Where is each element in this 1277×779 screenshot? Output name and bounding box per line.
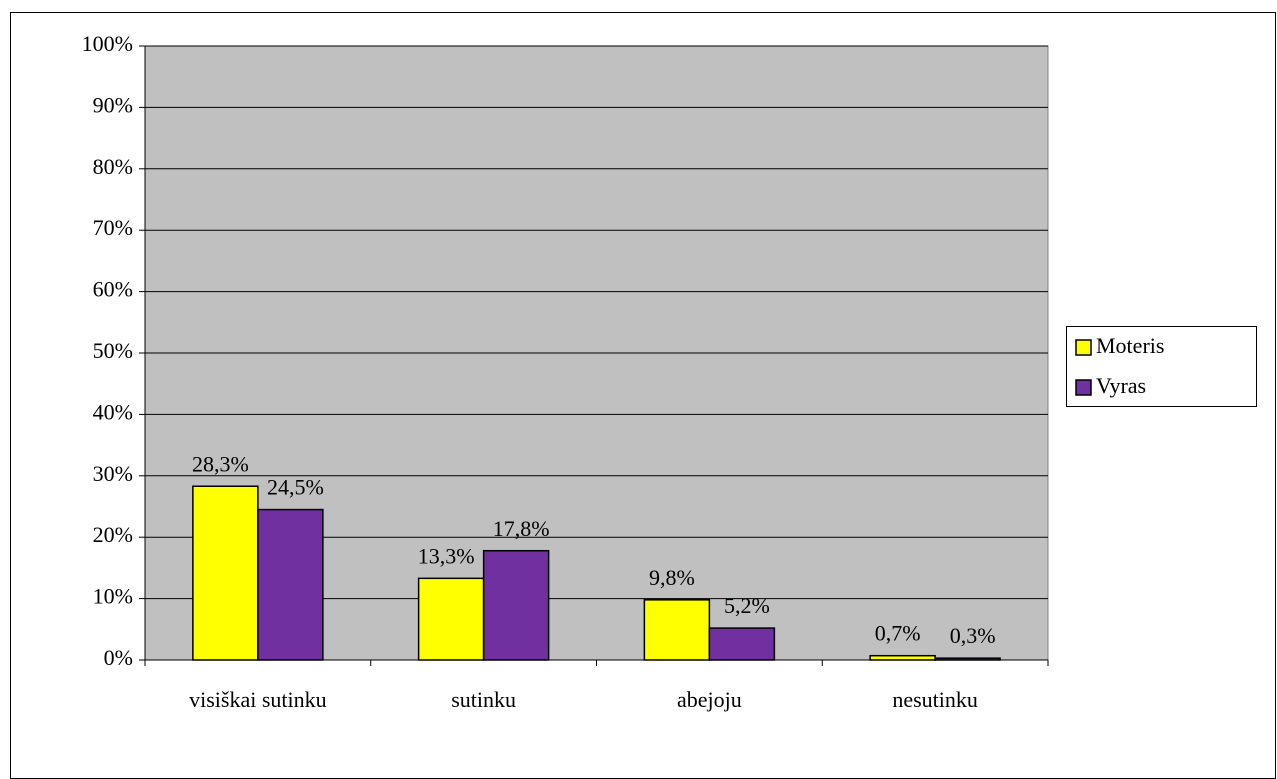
data-label: 28,3% xyxy=(192,451,249,476)
y-tick-label: 80% xyxy=(93,154,133,179)
data-label: 0,7% xyxy=(875,621,921,646)
legend-swatch xyxy=(1075,339,1092,356)
bar xyxy=(643,599,711,661)
x-tick-label: sutinku xyxy=(451,687,516,712)
data-label: 5,2% xyxy=(724,593,770,618)
y-tick-label: 70% xyxy=(93,215,133,240)
x-tick-label: visiškai sutinku xyxy=(189,687,327,712)
y-tick-label: 90% xyxy=(93,92,133,117)
x-tick-label: nesutinku xyxy=(892,687,978,712)
y-tick-label: 60% xyxy=(93,277,133,302)
y-tick-label: 0% xyxy=(104,645,133,670)
x-tick-label: abejoju xyxy=(677,687,742,712)
bar xyxy=(869,654,936,661)
y-tick-label: 100% xyxy=(82,31,133,56)
y-tick-label: 10% xyxy=(93,584,133,609)
legend-label: Vyras xyxy=(1096,373,1146,398)
bar xyxy=(257,508,324,661)
data-label: 17,8% xyxy=(493,516,550,541)
data-label: 13,3% xyxy=(418,543,475,568)
legend-label: Moteris xyxy=(1096,333,1164,358)
data-label: 24,5% xyxy=(267,475,324,500)
data-label: 0,3% xyxy=(950,623,996,648)
bar xyxy=(934,657,1001,661)
y-tick-label: 20% xyxy=(93,522,133,547)
legend-box xyxy=(1066,326,1257,407)
y-tick-label: 40% xyxy=(93,399,133,424)
bar xyxy=(482,549,550,661)
y-tick-label: 50% xyxy=(93,338,133,363)
y-tick-label: 30% xyxy=(93,461,133,486)
legend-swatch xyxy=(1075,379,1092,396)
data-label: 9,8% xyxy=(649,565,695,590)
bar xyxy=(417,577,485,661)
bar xyxy=(192,485,259,661)
bar xyxy=(708,627,776,661)
